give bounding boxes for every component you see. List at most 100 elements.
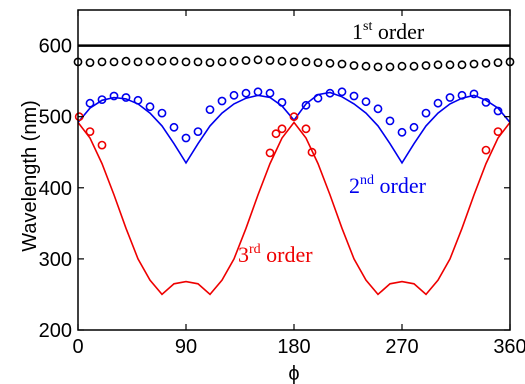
series-1st-order-marker (325, 58, 335, 68)
series-2nd-order-marker (373, 104, 383, 114)
series-2nd-order-marker (121, 93, 131, 102)
series-2nd-order-line (77, 91, 511, 165)
series-2nd-order-marker (85, 98, 95, 108)
series-3rd-order-line (77, 121, 511, 296)
y-tick-label: 400 (39, 178, 72, 200)
series-2nd-order-marker (109, 91, 119, 101)
series-2nd-order-marker (433, 98, 443, 108)
series-3rd-order-marker (493, 127, 503, 136)
series-2nd-order-marker (409, 122, 419, 132)
series-2nd-order-marker (169, 122, 179, 132)
series-1st-order-marker (121, 56, 131, 66)
series-3rd-order-marker (481, 145, 491, 155)
series-3rd-order-marker (97, 140, 107, 150)
series-2nd-order-marker (301, 100, 311, 110)
annotation-1st-label: order (372, 19, 425, 44)
series-1st-order-marker (313, 58, 323, 67)
annotation-1st-suffix: st (363, 19, 372, 34)
ticks-layer: 0 90 180 270 360 200 300 400 500 600 (39, 10, 525, 358)
series-1st-order-marker (85, 58, 95, 67)
series-2nd-order-marker (421, 108, 431, 118)
series-2nd-order-marker (97, 95, 107, 104)
series-2nd-order-marker (481, 98, 491, 107)
series-1st-order-marker (193, 57, 203, 67)
series-1st-order-marker (133, 57, 143, 67)
annotation-2nd-suffix: nd (360, 173, 374, 188)
series-3rd-order-marker (307, 147, 317, 157)
annotation-1st-order: 1st order (352, 19, 425, 44)
series-1st-order-marker (169, 56, 179, 66)
series-3rd-order-marker (277, 124, 287, 134)
annotation-2nd-number: 2 (349, 173, 360, 198)
series-1st-order-marker (409, 61, 419, 71)
series-1st-order-marker (445, 60, 455, 70)
y-axis-label: Wavelength (nm) (19, 100, 41, 252)
x-tick-label: 0 (72, 336, 83, 358)
series-2nd-order-marker (349, 91, 359, 101)
series-2nd-order-marker (325, 88, 335, 98)
series-2nd-order-marker (277, 98, 287, 107)
series-2nd-order-marker (181, 133, 191, 143)
annotation-2nd-label: order (374, 173, 427, 198)
series-1st-order-marker (109, 57, 119, 67)
annotation-3rd-number: 3 (238, 242, 249, 267)
series-2nd-order-marker (265, 88, 275, 98)
series-1st-order-marker (421, 61, 431, 70)
series-2nd-order-marker (337, 87, 347, 97)
series-2nd-order-marker (241, 88, 251, 98)
series-2nd-order-marker (205, 105, 215, 114)
x-tick-label: 180 (277, 336, 310, 358)
series-1st-order-marker (229, 56, 239, 66)
series-1st-order-marker (205, 58, 215, 67)
series-3rd-order-marker (85, 127, 95, 136)
series-1st-order-marker (277, 56, 287, 66)
series-1st-order-marker (265, 56, 275, 65)
series-2nd-order-marker (445, 93, 455, 102)
x-tick-label: 360 (493, 336, 525, 358)
series-2nd-order-marker (493, 106, 503, 116)
series-2nd-order-marker (253, 87, 263, 97)
series-2nd-order-marker (469, 89, 479, 99)
series-1st-order-marker (157, 56, 167, 66)
series-1st-order-marker (397, 61, 407, 71)
series-3rd-order-marker (265, 148, 275, 158)
series-3rd-order-marker (301, 124, 311, 134)
series-2nd-order-marker (157, 108, 167, 118)
series-1st-order-marker (253, 55, 263, 65)
y-tick-label: 600 (39, 36, 72, 58)
series-1st-order-marker (385, 62, 395, 72)
series-1st-order-marker (145, 56, 155, 66)
series-2nd-order-marker (385, 116, 395, 126)
annotation-3rd-label: order (261, 242, 314, 267)
series-2nd-order-marker (457, 90, 467, 100)
series-2nd-order-marker (229, 90, 239, 100)
series-2nd-order-marker (133, 95, 143, 105)
annotation-2nd-order: 2nd order (349, 173, 427, 198)
series-2nd-order-marker (397, 127, 407, 137)
y-tick-label: 500 (39, 107, 72, 129)
series-1st-order-marker (361, 61, 371, 71)
series-2nd-order-marker (361, 97, 371, 107)
annotation-3rd-order: 3rd order (238, 242, 313, 267)
series-1st-order-marker (481, 58, 491, 68)
x-tick-label: 90 (175, 336, 197, 358)
series-1st-order-marker (457, 60, 467, 70)
series-layer (73, 44, 515, 296)
series-3rd-order-marker (271, 129, 281, 139)
series-1st-order-marker (349, 61, 359, 70)
series-1st-order-marker (241, 56, 251, 65)
y-tick-label: 200 (39, 320, 72, 342)
series-1st-order-marker (217, 57, 227, 67)
series-1st-order-marker (469, 59, 479, 69)
series-2nd-order-marker (145, 102, 155, 112)
series-1st-order-marker (181, 57, 191, 67)
series-1st-order-marker (493, 58, 503, 67)
series-2nd-order-marker (313, 93, 323, 103)
x-tick-label: 270 (385, 336, 418, 358)
series-1st-order-marker (301, 57, 311, 67)
series-2nd-order-marker (217, 96, 227, 106)
annotation-1st-number: 1 (352, 19, 363, 44)
annotation-3rd-suffix: rd (249, 242, 261, 257)
series-1st-order-marker (337, 59, 347, 69)
